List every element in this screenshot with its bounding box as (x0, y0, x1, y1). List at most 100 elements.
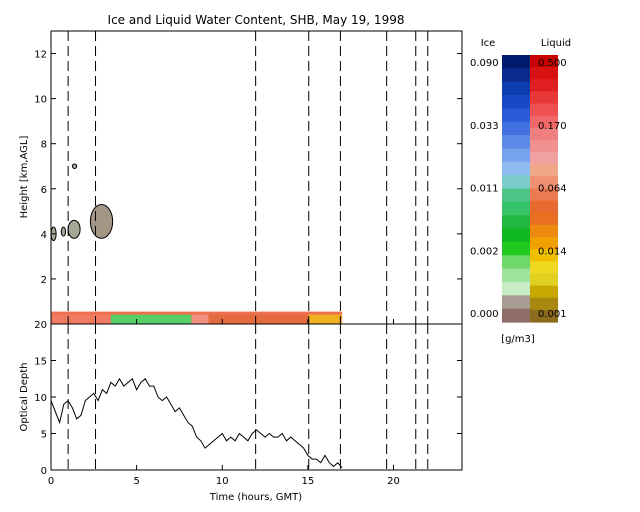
ice-cloud-2 (67, 219, 81, 239)
od-tick-label-2: 10 (34, 393, 47, 404)
water-content-panel: 2 4 6 8 10 12 Height [km,AGL] (19, 30, 463, 325)
ice-swatch-5 (502, 121, 530, 136)
height-axis-label: Height [km,AGL] (19, 136, 30, 219)
liquid-segment-4 (307, 314, 343, 324)
ice-swatch-8 (502, 161, 530, 176)
ice-swatch-0 (502, 55, 530, 69)
liquid-tick-label-3: 0.014 (538, 246, 567, 257)
time-tick-label-2: 10 (216, 476, 229, 487)
liquid-segment-0 (51, 314, 111, 324)
liquid-swatch-18 (530, 273, 558, 287)
height-axis-ticks: 2 4 6 8 10 12 (34, 50, 462, 286)
ice-swatch-15 (502, 255, 530, 270)
ice-swatch-16 (502, 268, 530, 283)
od-tick-label-4: 20 (34, 320, 47, 331)
liquid-swatch-10 (530, 176, 558, 190)
ice-swatch-14 (502, 241, 530, 256)
liquid-tick-label-1: 0.170 (538, 121, 567, 132)
optical-depth-line (50, 377, 343, 469)
time-axis-label: Time (hours, GMT) (209, 492, 303, 503)
bottom-plot-frame (50, 323, 463, 471)
liquid-tick-label-0: 0.500 (538, 58, 567, 69)
od-tick-label-0: 0 (41, 466, 47, 477)
liquid-swatch-13 (530, 212, 558, 226)
liquid-segment-3 (208, 314, 308, 324)
liquid-swatch-15 (530, 237, 558, 250)
top-time-ticks (50, 319, 394, 324)
ice-tick-label-4: 0.000 (470, 309, 499, 320)
ice-swatch-10 (502, 188, 530, 203)
liquid-header: Liquid (541, 38, 571, 49)
liquid-swatch-20 (530, 297, 558, 311)
liquid-swatch-4 (530, 103, 558, 117)
liquid-swatch-19 (530, 285, 558, 299)
liquid-swatch-9 (530, 164, 558, 177)
ice-swatch-1 (502, 68, 530, 83)
liquid-swatch-16 (530, 249, 558, 262)
ice-swatch-7 (502, 148, 530, 163)
ice-cloud-3 (71, 163, 78, 169)
liquid-swatch-8 (530, 152, 558, 165)
ice-swatch-17 (502, 281, 530, 296)
liquid-swatch-14 (530, 224, 558, 238)
time-tick-label-4: 20 (387, 476, 400, 487)
ice-swatch-13 (502, 228, 530, 243)
colorbar-tick-labels: 0.090 0.500 0.033 0.170 0.011 0.064 0.002 0.014… (470, 58, 567, 320)
ice-swatch-4 (502, 108, 530, 123)
colorbar: Ice Liquid 0.090 0.500 0.033 0.170 0.011 0.06… (470, 38, 571, 345)
ice-cloud-1 (60, 226, 67, 237)
ice-swatch-11 (502, 201, 530, 216)
od-tick-label-3: 15 (34, 357, 47, 368)
height-tick-label-5: 12 (34, 50, 47, 61)
colorbar-unit: [g/m3] (501, 334, 535, 345)
optical-depth-axis-label: Optical Depth (19, 363, 30, 432)
ice-header: Ice (481, 38, 496, 49)
liquid-tick-label-2: 0.064 (538, 184, 567, 195)
ice-cloud-4 (89, 204, 114, 239)
event-lines-top (67, 31, 429, 324)
chart-title: Ice and Liquid Water Content, SHB, May 1… (108, 13, 405, 27)
liquid-swatch-12 (530, 200, 558, 214)
liquid-swatch-0 (530, 55, 558, 68)
ice-swatch-6 (502, 135, 530, 150)
liquid-swatch-21 (530, 309, 558, 323)
height-tick-label-3: 8 (41, 140, 47, 151)
event-lines-bottom (67, 324, 429, 470)
height-tick-label-2: 6 (41, 185, 47, 196)
cloud-layers (50, 163, 343, 324)
time-tick-label-3: 15 (302, 476, 315, 487)
ice-swatch-18 (502, 295, 530, 310)
ice-tick-label-1: 0.033 (470, 121, 499, 132)
ice-swatch-2 (502, 81, 530, 96)
optical-depth-panel: 0 5 10 15 20 0 5 10 15 20 Optical Depth Time (ho… (19, 320, 463, 503)
liquid-swatch-17 (530, 261, 558, 275)
ice-swatch-3 (502, 95, 530, 109)
ice-swatch-19 (502, 308, 530, 323)
od-tick-label-1: 5 (41, 430, 47, 441)
height-tick-label-0: 2 (41, 275, 47, 286)
optical-depth-ticks: 0 5 10 15 20 (34, 320, 462, 477)
height-tick-label-1: 4 (41, 230, 47, 241)
time-tick-label-0: 0 (48, 476, 54, 487)
ice-tick-label-0: 0.090 (470, 58, 499, 69)
liquid-swatch-7 (530, 139, 558, 153)
height-tick-label-4: 10 (34, 95, 47, 106)
time-axis-ticks: 0 5 10 15 20 (48, 465, 400, 487)
liquid-swatch-5 (530, 115, 558, 129)
ice-swatch-9 (502, 175, 530, 190)
liquid-swatch-1 (530, 67, 558, 80)
ice-tick-label-2: 0.011 (470, 184, 499, 195)
ice-swatch-12 (502, 215, 530, 230)
ice-color-scale (502, 55, 530, 323)
ice-tick-label-3: 0.002 (470, 246, 499, 257)
liquid-swatch-2 (530, 79, 558, 93)
liquid-color-scale (530, 55, 558, 323)
liquid-segment-1 (110, 314, 192, 324)
liquid-tick-label-4: 0.001 (538, 309, 567, 320)
liquid-swatch-11 (530, 188, 558, 202)
top-plot-frame (50, 30, 463, 325)
liquid-swatch-3 (530, 91, 558, 105)
time-tick-label-1: 5 (133, 476, 139, 487)
liquid-swatch-6 (530, 127, 558, 141)
